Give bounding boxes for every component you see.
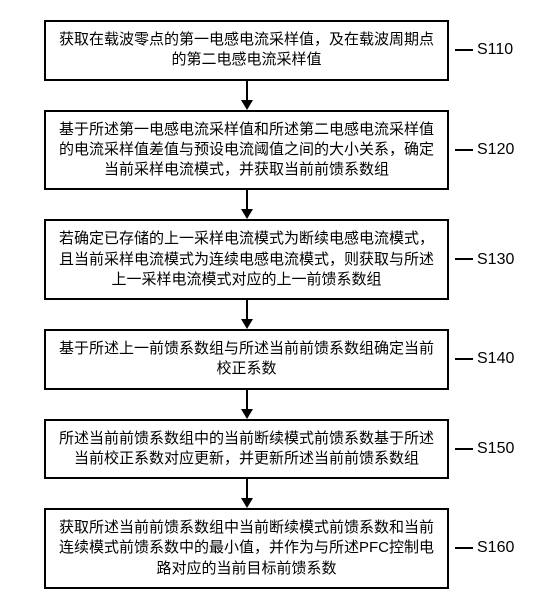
step-box-s110: 获取在载波零点的第一电感电流采样值，及在载波周期点的第二电感电流采样值 (44, 20, 449, 81)
step-label-s110: S110 (455, 41, 515, 59)
step-row-s160: 获取所述当前前馈系数组中当前断续模式前馈系数和当前连续模式前馈系数中的最小值，并… (20, 508, 539, 589)
connector-s140-s150 (20, 390, 539, 419)
step-label-s120: S120 (455, 141, 515, 159)
arrow-icon (241, 81, 253, 110)
arrow-icon (241, 190, 253, 219)
tick-line (455, 547, 473, 549)
tick-line (455, 49, 473, 51)
connector-s110-s120 (20, 81, 539, 110)
step-label-s130: S130 (455, 251, 515, 269)
step-row-s120: 基于所述第一电感电流采样值和所述第二电感电流采样值的电流采样值差值与预设电流阈值… (20, 110, 539, 191)
step-row-s140: 基于所述上一前馈系数组与所述当前前馈系数组确定当前校正系数 S140 (20, 329, 539, 390)
connector-s130-s140 (20, 300, 539, 329)
arrow-icon (241, 300, 253, 329)
arrow-icon (241, 390, 253, 419)
tick-line (455, 358, 473, 360)
step-row-s150: 所述当前前馈系数组中的当前断续模式前馈系数基于所述当前校正系数对应更新，并更新所… (20, 419, 539, 480)
step-row-s130: 若确定已存储的上一采样电流模式为断续电感电流模式，且当前采样电流模式为连续电感电… (20, 219, 539, 300)
step-box-s140: 基于所述上一前馈系数组与所述当前前馈系数组确定当前校正系数 (44, 329, 449, 390)
step-label-s140: S140 (455, 350, 515, 368)
step-box-s130: 若确定已存储的上一采样电流模式为断续电感电流模式，且当前采样电流模式为连续电感电… (44, 219, 449, 300)
tick-line (455, 258, 473, 260)
step-label-text: S110 (477, 41, 513, 58)
arrow-icon (241, 479, 253, 508)
tick-line (455, 149, 473, 151)
step-label-text: S150 (477, 440, 514, 457)
connector-s150-s160 (20, 479, 539, 508)
flowchart-container: 获取在载波零点的第一电感电流采样值，及在载波周期点的第二电感电流采样值 S110… (20, 20, 539, 589)
step-box-s150: 所述当前前馈系数组中的当前断续模式前馈系数基于所述当前校正系数对应更新，并更新所… (44, 419, 449, 480)
step-label-text: S140 (477, 350, 514, 367)
connector-s120-s130 (20, 190, 539, 219)
step-box-s160: 获取所述当前前馈系数组中当前断续模式前馈系数和当前连续模式前馈系数中的最小值，并… (44, 508, 449, 589)
step-row-s110: 获取在载波零点的第一电感电流采样值，及在载波周期点的第二电感电流采样值 S110 (20, 20, 539, 81)
step-label-s150: S150 (455, 440, 515, 458)
step-label-text: S160 (477, 539, 514, 556)
step-label-s160: S160 (455, 539, 515, 557)
tick-line (455, 448, 473, 450)
step-label-text: S130 (477, 251, 514, 268)
step-label-text: S120 (477, 141, 514, 158)
step-box-s120: 基于所述第一电感电流采样值和所述第二电感电流采样值的电流采样值差值与预设电流阈值… (44, 110, 449, 191)
